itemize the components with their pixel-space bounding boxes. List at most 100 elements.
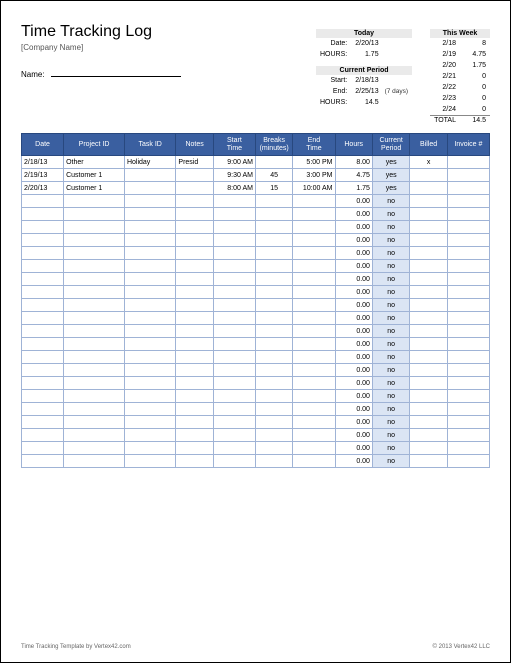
cell [255, 442, 292, 455]
period-hours-label: HOURS: [316, 97, 351, 108]
cell: 2/19/13 [22, 169, 64, 182]
week-hours: 0 [460, 71, 490, 82]
cell: 4.75 [335, 169, 372, 182]
cell [447, 351, 489, 364]
cell [124, 325, 175, 338]
week-day: 2/20 [430, 60, 460, 71]
week-day: 2/18 [430, 38, 460, 49]
cell: 9:00 AM [213, 156, 255, 169]
today-date-label: Date: [316, 38, 351, 49]
cell: yes [372, 169, 409, 182]
cell [447, 429, 489, 442]
cell [447, 338, 489, 351]
cell: 0.00 [335, 234, 372, 247]
table-row: 0.00no [22, 403, 490, 416]
cell [22, 195, 64, 208]
cell [124, 234, 175, 247]
name-label: Name: [21, 70, 45, 79]
cell: 0.00 [335, 429, 372, 442]
cell [410, 351, 447, 364]
cell [213, 377, 255, 390]
cell: no [372, 455, 409, 468]
cell: no [372, 234, 409, 247]
cell [255, 338, 292, 351]
cell [213, 416, 255, 429]
info-boxes: Today Date:2/20/13 HOURS:1.75 Current Pe… [316, 29, 490, 126]
cell [176, 247, 213, 260]
cell [22, 442, 64, 455]
week-hours: 0 [460, 82, 490, 93]
today-hours: 1.75 [351, 49, 382, 60]
cell [124, 299, 175, 312]
cell: 0.00 [335, 195, 372, 208]
period-note: (7 days) [383, 86, 412, 97]
week-hours: 0 [460, 104, 490, 115]
cell [293, 338, 335, 351]
cell [22, 429, 64, 442]
cell [213, 455, 255, 468]
footer-left: Time Tracking Template by Vertex42.com [21, 644, 131, 650]
cell [293, 312, 335, 325]
cell [176, 390, 213, 403]
cell [64, 390, 125, 403]
col-header: Task ID [124, 134, 175, 156]
cell [293, 234, 335, 247]
cell: no [372, 299, 409, 312]
cell: Customer 1 [64, 182, 125, 195]
table-row: 0.00no [22, 455, 490, 468]
col-header: EndTime [293, 134, 335, 156]
col-header: Date [22, 134, 64, 156]
cell [447, 286, 489, 299]
week-total: 14.5 [460, 115, 490, 126]
page: Time Tracking Log [Company Name] Name: T… [0, 0, 511, 663]
cell [124, 286, 175, 299]
cell: no [372, 312, 409, 325]
cell [213, 312, 255, 325]
cell [124, 390, 175, 403]
name-underline [51, 76, 181, 77]
today-title: Today [316, 29, 412, 38]
cell [410, 312, 447, 325]
cell [447, 325, 489, 338]
cell: Other [64, 156, 125, 169]
cell: 8.00 [335, 156, 372, 169]
cell [410, 325, 447, 338]
cell [64, 429, 125, 442]
footer-right: © 2013 Vertex42 LLC [433, 644, 490, 650]
cell [255, 247, 292, 260]
cell [255, 403, 292, 416]
cell [293, 286, 335, 299]
cell [293, 195, 335, 208]
col-header: Hours [335, 134, 372, 156]
cell: no [372, 377, 409, 390]
week-total-label: TOTAL [430, 115, 460, 126]
cell: 0.00 [335, 351, 372, 364]
cell [64, 403, 125, 416]
cell [22, 260, 64, 273]
cell [293, 208, 335, 221]
cell: 8:00 AM [213, 182, 255, 195]
cell [447, 234, 489, 247]
cell [213, 286, 255, 299]
cell [213, 299, 255, 312]
cell: 0.00 [335, 442, 372, 455]
cell [447, 416, 489, 429]
cell [255, 325, 292, 338]
cell: no [372, 247, 409, 260]
cell [64, 377, 125, 390]
week-hours: 1.75 [460, 60, 490, 71]
cell: 9:30 AM [213, 169, 255, 182]
cell [176, 299, 213, 312]
cell: 0.00 [335, 338, 372, 351]
cell: 1.75 [335, 182, 372, 195]
cell: no [372, 442, 409, 455]
cell [410, 169, 447, 182]
cell [22, 403, 64, 416]
cell [176, 195, 213, 208]
cell [447, 455, 489, 468]
cell [124, 273, 175, 286]
week-hours: 0 [460, 93, 490, 104]
table-row: 0.00no [22, 377, 490, 390]
cell: 0.00 [335, 312, 372, 325]
cell [176, 312, 213, 325]
